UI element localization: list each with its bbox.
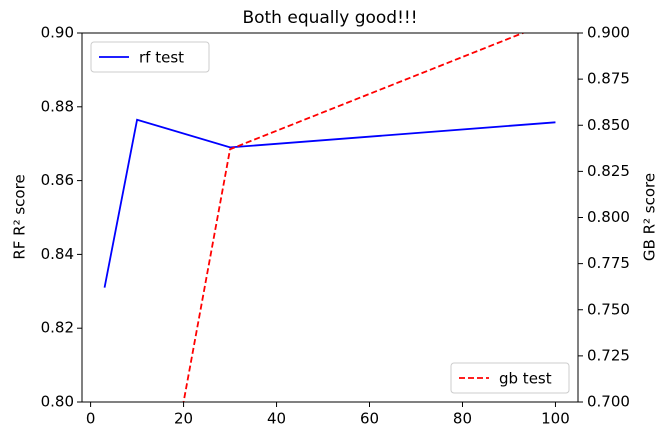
- y-tick-label: 0.90: [41, 24, 74, 42]
- x-tick-label: 100: [541, 410, 570, 428]
- legend-box: [90, 41, 210, 73]
- y2-tick-label: 0.700: [587, 393, 630, 411]
- y-tick-label: 0.80: [41, 393, 74, 411]
- y-axis-label: RF R² score: [11, 174, 29, 259]
- y2-tick-label: 0.800: [587, 208, 630, 226]
- y2-tick-label: 0.725: [587, 346, 630, 364]
- y-tick-label: 0.86: [41, 171, 74, 189]
- x-tick-label: 20: [174, 410, 193, 428]
- y2-tick-label: 0.875: [587, 70, 630, 88]
- plot-frame: [81, 32, 579, 403]
- y2-tick-label: 0.750: [587, 300, 630, 318]
- y-tick-label: 0.82: [41, 319, 74, 337]
- chart-title: Both equally good!!!: [242, 8, 417, 28]
- y2-tick-label: 0.825: [587, 162, 630, 180]
- x-tick-label: 80: [453, 410, 472, 428]
- line: [182, 33, 526, 402]
- y-tick-label: 0.88: [41, 97, 74, 115]
- x-tick-label: 60: [360, 410, 379, 428]
- legend-label: rf test: [139, 49, 184, 67]
- x-tick-label: 40: [267, 410, 286, 428]
- y2-tick-label: 0.775: [587, 254, 630, 272]
- plot-area: [103, 33, 556, 402]
- y2-axis-label: GB R² score: [641, 173, 659, 261]
- y-tick-label: 0.84: [41, 245, 74, 263]
- x-tick-label: 0: [86, 410, 96, 428]
- y2-tick-label: 0.900: [587, 24, 630, 42]
- y2-tick-label: 0.850: [587, 116, 630, 134]
- line: [103, 118, 556, 288]
- legend-label: gb test: [499, 370, 552, 388]
- legend-box: [450, 362, 570, 394]
